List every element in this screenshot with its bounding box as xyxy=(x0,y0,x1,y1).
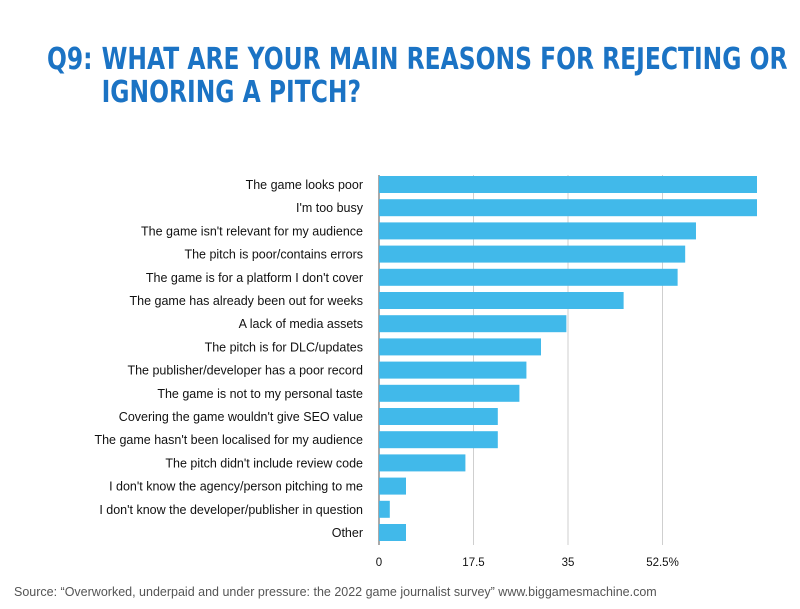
bar-15 xyxy=(379,524,406,541)
bar-4 xyxy=(379,268,678,286)
bar-14 xyxy=(379,500,390,518)
bar-7 xyxy=(379,338,541,356)
bar-13 xyxy=(379,477,406,495)
x-tick-label-3: 52.5% xyxy=(646,557,679,569)
bar-6 xyxy=(379,315,567,333)
bar-5 xyxy=(379,292,624,309)
category-label-15: Other xyxy=(332,526,363,540)
bar-1 xyxy=(379,199,757,217)
question-number: Q9: xyxy=(47,42,93,77)
category-label-2: The game isn't relevant for my audience xyxy=(141,224,363,238)
bar-0 xyxy=(379,176,757,193)
category-labels: The game looks poor I'm too busy The game … xyxy=(94,178,363,540)
category-label-11: The game hasn't been localised for my au… xyxy=(94,433,363,447)
bars xyxy=(379,176,757,541)
category-label-5: The game has already been out for weeks xyxy=(130,294,363,308)
category-label-9: The game is not to my personal taste xyxy=(157,387,363,401)
title-line-2: IGNORING A PITCH? xyxy=(101,75,362,110)
source-note: Source: “Overworked, underpaid and under… xyxy=(14,585,657,599)
category-label-10: Covering the game wouldn't give SEO valu… xyxy=(119,410,363,424)
bar-9 xyxy=(379,384,520,402)
x-tick-label-2: 35 xyxy=(562,557,575,569)
bar-10 xyxy=(379,408,498,425)
category-label-0: The game looks poor xyxy=(246,178,363,192)
bar-11 xyxy=(379,431,498,449)
title-text-1: WHAT ARE YOUR MAIN REASONS FOR REJECTING… xyxy=(101,42,788,77)
bar-12 xyxy=(379,454,466,472)
category-label-13: I don't know the agency/person pitching … xyxy=(109,480,363,494)
category-label-7: The pitch is for DLC/updates xyxy=(205,340,363,354)
bar-2 xyxy=(379,222,696,240)
x-tick-label-0: 0 xyxy=(376,557,382,569)
category-label-6: A lack of media assets xyxy=(239,317,363,331)
title-line-1: Q9: WHAT ARE YOUR MAIN REASONS FOR REJECT… xyxy=(47,42,788,77)
category-label-4: The game is for a platform I don't cover xyxy=(146,271,363,285)
category-label-3: The pitch is poor/contains errors xyxy=(184,248,363,262)
category-label-1: I'm too busy xyxy=(296,201,364,215)
category-label-14: I don't know the developer/publisher in … xyxy=(99,503,363,517)
x-tick-label-1: 17.5 xyxy=(462,557,484,569)
category-label-12: The pitch didn't include review code xyxy=(165,456,363,470)
chart-title: Q9: WHAT ARE YOUR MAIN REASONS FOR REJECT… xyxy=(47,42,788,110)
category-label-8: The publisher/developer has a poor recor… xyxy=(127,364,363,378)
x-tick-labels: 0 17.5 35 52.5% xyxy=(376,557,679,569)
bar-8 xyxy=(379,361,527,379)
bar-3 xyxy=(379,245,686,263)
